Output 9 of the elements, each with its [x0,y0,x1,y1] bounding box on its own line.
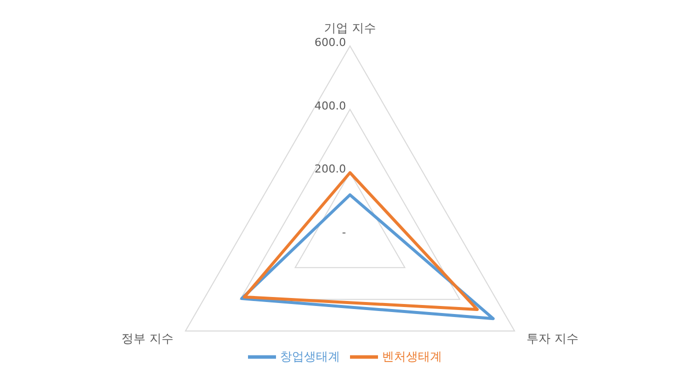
legend-label: 창업생태계 [280,349,340,364]
y-tick-label: 600.0 [314,36,346,49]
y-tick-label: 400.0 [314,99,346,112]
legend-label: 벤처생태계 [382,349,442,364]
spoke-label: 기업 지수 [324,21,376,35]
y-tick-label: 200.0 [314,162,346,176]
y-tick-label: - [342,226,346,239]
spoke-label: 투자 지수 [526,331,578,346]
spoke-label: 정부 지수 [122,331,174,346]
